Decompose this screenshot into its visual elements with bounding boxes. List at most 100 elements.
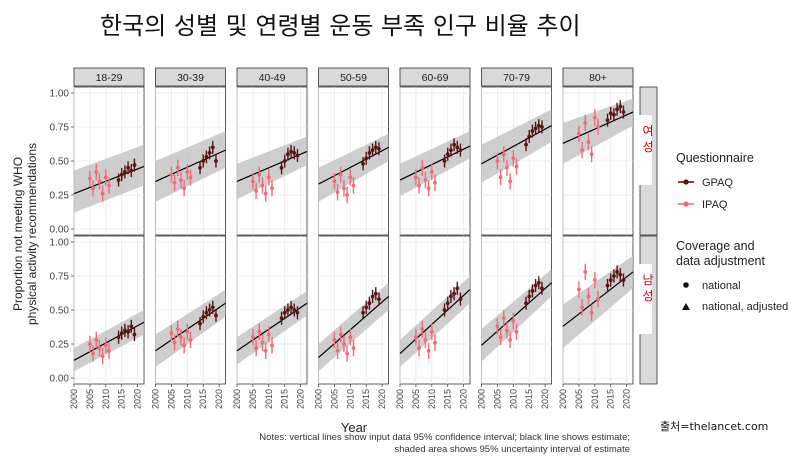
x-axis-title: Year — [341, 420, 368, 435]
x-tick-label: 2020 — [540, 389, 550, 409]
gpaq-point — [455, 145, 460, 150]
ipaq-point — [94, 338, 99, 342]
estimate-line — [318, 146, 389, 185]
x-tick-label: 2015 — [524, 389, 534, 409]
ipaq-point — [270, 186, 274, 191]
ipaq-point — [257, 172, 262, 177]
ipaq-point — [188, 175, 193, 180]
ipaq-point — [348, 175, 353, 180]
gpaq-point — [370, 148, 375, 153]
gpaq-point — [126, 329, 130, 334]
ipaq-point — [589, 310, 594, 315]
ipaq-point — [351, 183, 356, 188]
ipaq-point — [175, 327, 180, 331]
ipaq-point — [88, 176, 92, 181]
note-line-2: shaded area shows 95% uncertainty interv… — [394, 444, 630, 455]
estimate-line — [399, 145, 471, 181]
gpaq-point — [445, 152, 450, 157]
ipaq-point — [97, 179, 102, 184]
y-tick-label: 0.50 — [50, 306, 70, 317]
x-tick-label: 2005 — [492, 389, 502, 409]
ipaq-point — [107, 183, 111, 188]
gpaq-point — [292, 308, 297, 312]
gpaq-point — [279, 165, 284, 170]
gpaq-point — [524, 142, 528, 147]
x-tick-label: 2005 — [574, 389, 584, 409]
ipaq-point — [592, 278, 597, 282]
ipaq-point — [577, 131, 581, 136]
ipaq-point — [420, 327, 425, 331]
x-tick-label: 2000 — [314, 389, 324, 409]
gpaq-point — [214, 159, 218, 163]
x-tick-label: 2005 — [85, 389, 95, 409]
x-tick-label: 2015 — [443, 389, 453, 409]
gpaq-point — [286, 308, 290, 312]
ipaq-point — [335, 190, 340, 195]
gpaq-point — [116, 335, 121, 340]
ipaq-point — [169, 172, 174, 177]
ipaq-point — [254, 189, 258, 193]
x-tick-label: 2020 — [377, 389, 387, 409]
ipaq-point — [433, 340, 437, 345]
gpaq-point — [533, 283, 538, 288]
ipaq-point — [270, 343, 274, 348]
estimate-line — [399, 289, 471, 354]
gpaq-point — [201, 314, 206, 319]
x-tick-label: 2000 — [232, 389, 242, 409]
ipaq-point — [342, 186, 346, 191]
gpaq-point — [282, 159, 287, 163]
y-tick-label: 1.00 — [50, 238, 70, 249]
x-tick-label: 2010 — [182, 389, 192, 409]
gpaq-point — [536, 280, 541, 285]
x-tick-label: 2020 — [459, 389, 469, 409]
gpaq-point — [527, 134, 532, 139]
estimate-line — [155, 149, 226, 182]
ipaq-point — [254, 346, 258, 350]
ipaq-point — [501, 316, 506, 321]
ipaq-point — [100, 354, 105, 359]
facet-label-40-49: 40-49 — [259, 72, 286, 84]
estimate-line — [73, 321, 145, 361]
gpaq-point — [123, 328, 127, 333]
gpaq-point — [605, 283, 610, 288]
ipaq-point — [263, 191, 268, 196]
source-credit: 출처=thelancet.com — [660, 420, 769, 433]
sex-label-box — [636, 115, 652, 185]
y-tick-label: 0.25 — [50, 191, 70, 202]
legend-national-symbol — [683, 282, 689, 288]
x-tick-label: 2005 — [166, 389, 176, 409]
ipaq-point — [414, 335, 418, 340]
gpaq-point — [364, 305, 369, 310]
ipaq-point — [589, 152, 594, 157]
ipaq-point — [91, 351, 95, 356]
legend-coverage-title-line: Coverage and — [676, 239, 755, 253]
estimate-line — [155, 302, 226, 352]
ipaq-point — [596, 125, 600, 129]
sex-label-box — [636, 264, 652, 334]
ipaq-point — [498, 175, 503, 180]
ipaq-point — [414, 175, 418, 180]
ipaq-point — [426, 348, 431, 353]
legend-national-label: national — [702, 280, 741, 292]
gpaq-point — [370, 294, 375, 299]
x-tick-label: 2010 — [264, 389, 274, 409]
ipaq-point — [188, 338, 193, 342]
ipaq-point — [433, 180, 437, 185]
gpaq-point — [214, 313, 218, 318]
legend-label-gpaq: GPAQ — [702, 177, 733, 189]
x-tick-label: 2000 — [558, 389, 568, 409]
ipaq-point — [495, 324, 500, 329]
gpaq-point — [612, 274, 616, 278]
facet-strip — [73, 67, 145, 87]
legend-questionnaire-title: Questionnaire — [676, 151, 754, 165]
ipaq-point — [332, 338, 337, 342]
gpaq-point — [119, 331, 124, 336]
gpaq-point — [373, 145, 378, 150]
gpaq-point — [295, 153, 300, 158]
ipaq-point — [91, 186, 95, 191]
y-tick-label: 0.75 — [50, 123, 70, 134]
x-tick-label: 2000 — [477, 389, 487, 409]
gpaq-point — [536, 123, 541, 128]
y-tick-label: 0.50 — [50, 157, 70, 168]
gpaq-point — [458, 148, 463, 153]
